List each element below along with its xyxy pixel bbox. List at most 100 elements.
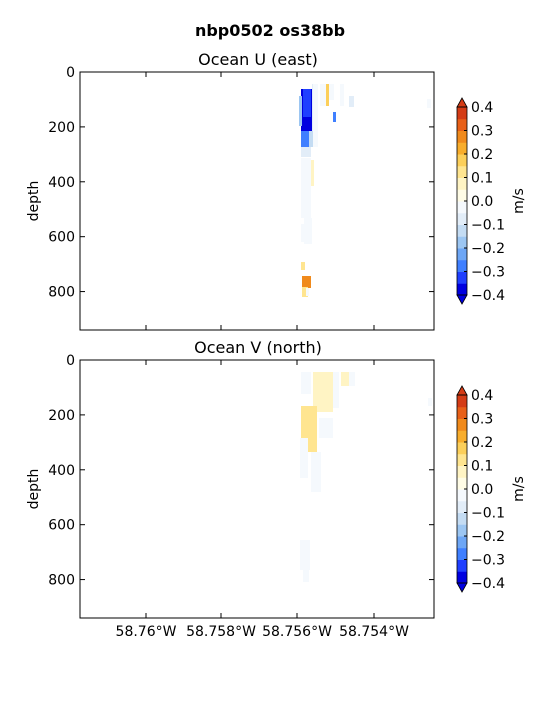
colorbar-tick-label-1: 0.3: [471, 124, 493, 140]
v-patch-1: [313, 372, 333, 412]
panel-u-x-axis: [145, 72, 375, 330]
panel-u-frame: [79, 71, 435, 331]
ytick-label-2: 400: [48, 463, 75, 479]
colorbar-tick-label-7: −0.3: [471, 265, 505, 281]
panel-v-colorbar: 0.4 0.3 0.2 0.1 0.0 −0.1 −0.2 −0.3 −0.4: [456, 385, 505, 593]
u-patch-9: [326, 84, 329, 106]
v-patch-9: [349, 372, 355, 386]
u-patch-21: [301, 262, 305, 270]
u-patch-13: [349, 96, 354, 107]
v-patch-11: [303, 570, 309, 582]
colorbar-tick-label-3: 0.1: [471, 459, 493, 475]
colorbar-band-2: [457, 547, 467, 560]
panel-u-colorbar-label: m/s: [511, 188, 527, 214]
colorbar-band-10: [457, 165, 467, 178]
colorbar-band-5: [457, 224, 467, 237]
u-patch-8: [320, 84, 326, 106]
colorbar-band-13: [457, 418, 467, 431]
u-patch-18: [302, 276, 311, 288]
colorbar-band-11: [457, 442, 467, 455]
u-patch-5: [309, 131, 313, 147]
colorbar-tick-label-4: 0.0: [471, 194, 493, 210]
u-patch-16: [311, 160, 314, 186]
colorbar-band-5: [457, 512, 467, 525]
colorbar-band-15: [457, 107, 467, 120]
panel-v-colorbar-label: m/s: [511, 476, 527, 502]
v-patch-5: [311, 452, 321, 492]
colorbar-band-15: [457, 395, 467, 408]
u-patch-11: [333, 112, 336, 122]
ytick-label-3: 600: [48, 230, 75, 246]
colorbar-band-11: [457, 154, 467, 167]
ytick-label-4: 800: [48, 573, 75, 589]
colorbar-tick-label-4: 0.0: [471, 482, 493, 498]
colorbar-band-7: [457, 201, 467, 214]
colorbar-band-6: [457, 500, 467, 513]
v-patch-8: [341, 372, 349, 386]
colorbar-band-4: [457, 524, 467, 537]
colorbar-band-8: [457, 189, 467, 202]
colorbar-band-12: [457, 142, 467, 155]
colorbar-tick-label-0: 0.4: [471, 100, 493, 116]
colorbar-tick-label-5: −0.1: [471, 218, 505, 234]
colorbar-tick-label-6: −0.2: [471, 529, 505, 545]
u-patch-2: [303, 89, 311, 117]
colorbar-tick-label-6: −0.2: [471, 241, 505, 257]
panel-u-ylabel: depth: [26, 181, 42, 222]
ytick-label-0: 0: [66, 65, 75, 81]
colorbar-extend-max: [456, 385, 468, 396]
v-patch-6: [319, 418, 333, 438]
colorbar-extend-max: [456, 97, 468, 108]
colorbar-band-1: [457, 271, 467, 284]
xtick-label-1: 58.758°W: [186, 624, 256, 640]
figure-title: nbp0502 os38bb: [195, 21, 345, 40]
panel-v-y-axis: 0 200 400 600 800: [48, 353, 434, 589]
xtick-label-2: 58.756°W: [262, 624, 332, 640]
panel-u-y-axis: 0 200 400 600 800: [48, 65, 434, 301]
colorbar-tick-label-7: −0.3: [471, 553, 505, 569]
colorbar-tick-label-2: 0.2: [471, 147, 493, 163]
ytick-label-1: 200: [48, 120, 75, 136]
colorbar-band-7: [457, 489, 467, 502]
colorbar-band-2: [457, 259, 467, 272]
u-patch-4: [299, 96, 302, 126]
colorbar-band-1: [457, 559, 467, 572]
u-patch-14: [301, 158, 311, 218]
u-patch-22: [427, 99, 431, 108]
colorbar-tick-label-3: 0.1: [471, 171, 493, 187]
ytick-label-0: 0: [66, 353, 75, 369]
colorbar-tick-label-1: 0.3: [471, 412, 493, 428]
colorbar-band-14: [457, 118, 467, 131]
panel-v-frame: [79, 359, 435, 619]
colorbar-band-3: [457, 536, 467, 549]
colorbar-band-9: [457, 465, 467, 478]
colorbar-tick-label-5: −0.1: [471, 506, 505, 522]
colorbar-extend-min: [456, 294, 468, 305]
colorbar-band-12: [457, 430, 467, 443]
v-patch-0: [301, 372, 311, 394]
u-patch-19: [302, 287, 308, 297]
colorbar-tick-label-8: −0.4: [471, 576, 505, 592]
colorbar-band-9: [457, 177, 467, 190]
ytick-label-2: 400: [48, 175, 75, 191]
xtick-label-3: 58.754°W: [339, 624, 409, 640]
colorbar-tick-label-0: 0.4: [471, 388, 493, 404]
u-patch-12: [340, 84, 344, 106]
colorbar-band-4: [457, 236, 467, 249]
panel-u-colorbar: 0.4 0.3 0.2 0.1 0.0 −0.1 −0.2 −0.3 −0.4: [456, 97, 505, 305]
panel-v-data: [300, 372, 432, 582]
colorbar-tick-label-8: −0.4: [471, 288, 505, 304]
v-patch-10: [300, 540, 310, 570]
u-patch-7: [313, 84, 318, 147]
colorbar-band-13: [457, 130, 467, 143]
panel-v-x-axis: 58.76°W 58.758°W 58.756°W 58.754°W: [116, 360, 409, 640]
panel-v-title: Ocean V (north): [194, 338, 322, 357]
u-patch-6: [301, 147, 311, 157]
v-patch-12: [428, 398, 432, 406]
panel-u-data: [299, 84, 431, 297]
u-patch-10: [329, 84, 334, 100]
colorbar-band-3: [457, 248, 467, 261]
ytick-label-1: 200: [48, 408, 75, 424]
